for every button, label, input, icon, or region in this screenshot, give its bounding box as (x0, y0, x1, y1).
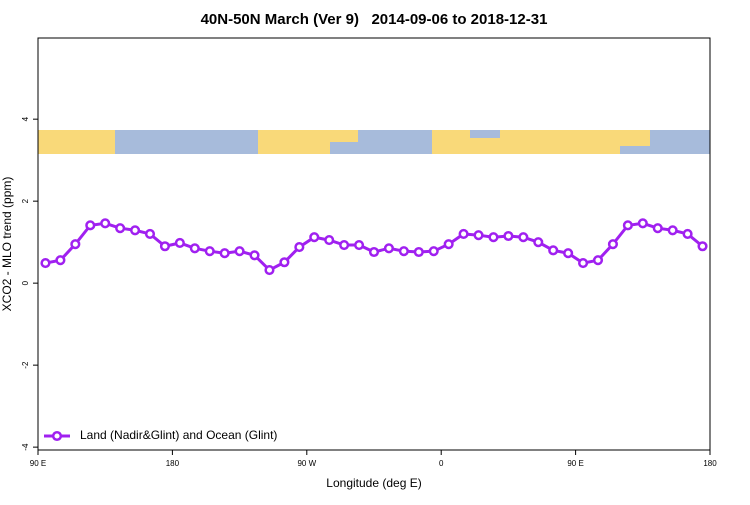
data-point (697, 241, 708, 252)
legend-marker (51, 430, 63, 442)
data-point (70, 239, 81, 250)
data-point (682, 228, 693, 240)
y-axis-label: XCO2 - MLO trend (ppm) (0, 177, 14, 312)
data-point (637, 218, 648, 229)
data-point (309, 232, 320, 243)
data-point (518, 232, 529, 243)
data-point (115, 223, 126, 234)
data-point (339, 239, 350, 251)
data-point (413, 246, 424, 258)
data-point (144, 228, 156, 240)
data-point (398, 246, 409, 257)
data-point (383, 243, 394, 254)
chart-title: 40N-50N March (Ver 9) 2014-09-06 to 2018… (201, 11, 548, 28)
x-tick-label: 90 E (567, 459, 583, 468)
data-point (473, 230, 484, 241)
data-point (264, 264, 275, 276)
y-tick-label: -2 (21, 361, 30, 369)
data-point (458, 228, 469, 240)
data-point (55, 255, 66, 266)
data-point (189, 243, 200, 254)
x-tick-label: 180 (166, 459, 180, 468)
data-point (578, 258, 589, 269)
data-point (592, 255, 604, 266)
data-point (324, 235, 335, 246)
data-point (279, 257, 290, 268)
data-point (100, 218, 111, 229)
data-point (85, 220, 96, 231)
data-point (533, 237, 544, 248)
data-point (667, 225, 678, 236)
data-point (219, 248, 230, 259)
x-tick-label: 180 (703, 459, 717, 468)
y-tick-label: -4 (21, 443, 30, 451)
y-tick-label: 4 (21, 116, 30, 121)
x-tick-label: 90 W (297, 459, 316, 468)
data-point (443, 239, 454, 250)
data-point (130, 225, 141, 236)
data-point (249, 250, 260, 261)
x-tick-label: 0 (439, 459, 444, 468)
data-point (40, 258, 51, 269)
data-point (563, 248, 574, 259)
data-point (159, 241, 170, 252)
series-line (45, 221, 704, 272)
plot-frame (37, 37, 711, 451)
y-tick-label: 2 (21, 198, 30, 203)
data-point (503, 230, 514, 242)
data-point (234, 246, 245, 257)
x-axis-label: Longitude (deg E) (326, 476, 421, 490)
data-point (368, 246, 380, 258)
data-point (488, 232, 499, 243)
legend-label: Land (Nadir&Glint) and Ocean (Glint) (80, 428, 277, 442)
data-point (428, 246, 439, 257)
y-tick-label: 0 (21, 280, 30, 285)
data-point (622, 220, 633, 231)
data-point (548, 245, 559, 256)
data-point (204, 246, 215, 257)
data-point (174, 237, 185, 249)
map-strip (38, 130, 710, 154)
x-tick-label: 90 E (30, 459, 46, 468)
data-point (607, 239, 618, 250)
data-point (652, 223, 663, 234)
data-point (294, 242, 305, 253)
data-point (354, 239, 365, 251)
